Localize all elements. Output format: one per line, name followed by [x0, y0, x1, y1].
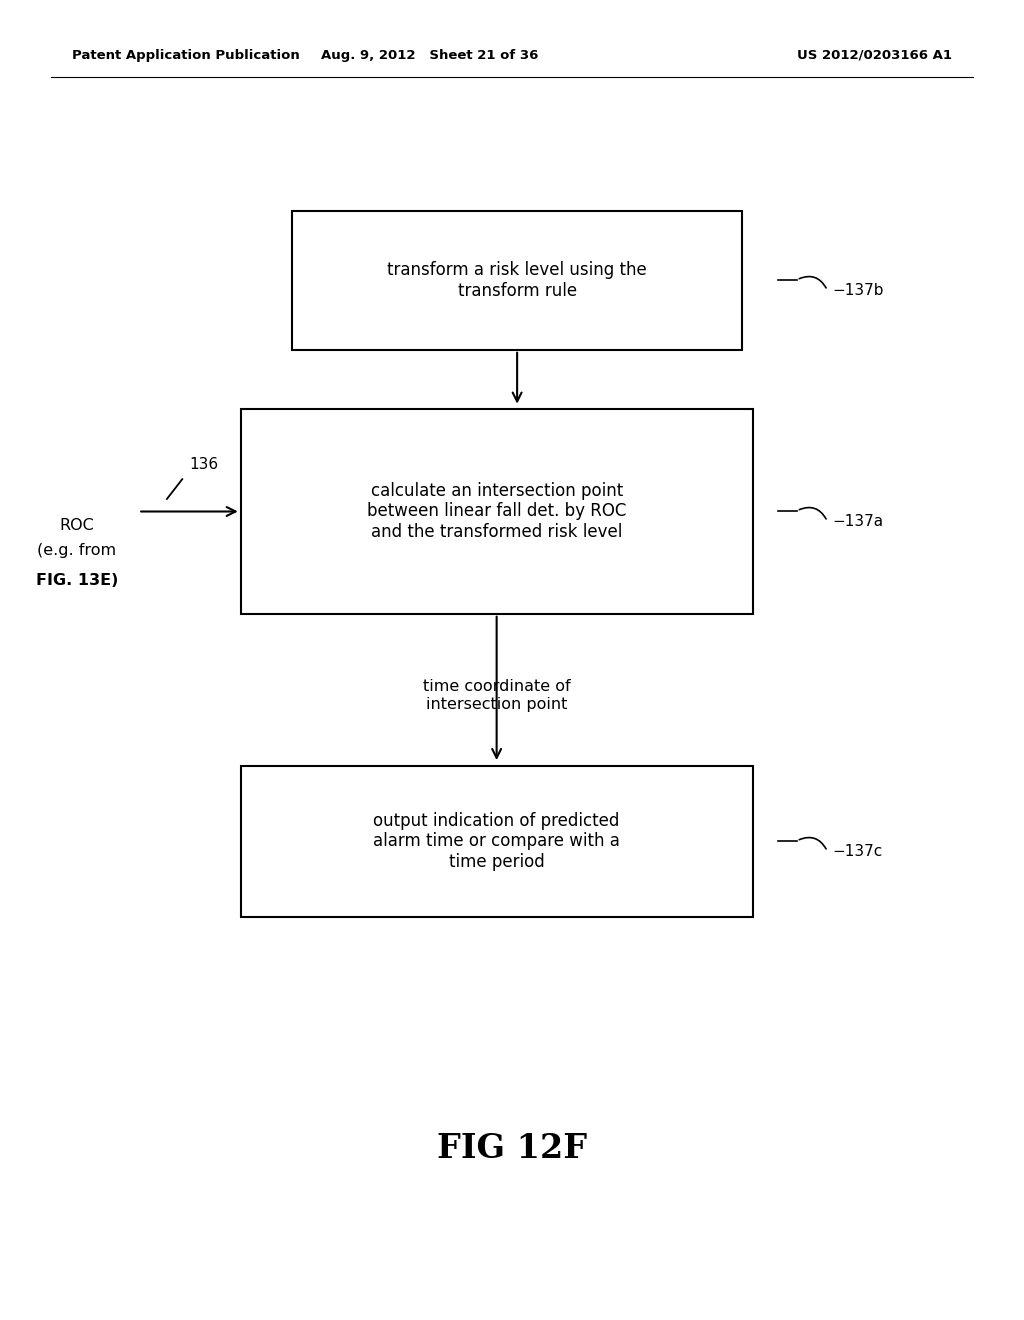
Bar — [292, 211, 742, 350]
Text: Patent Application Publication: Patent Application Publication — [72, 49, 299, 62]
Text: US 2012/0203166 A1: US 2012/0203166 A1 — [798, 49, 952, 62]
Text: −137b: −137b — [833, 282, 884, 298]
Text: output indication of predicted
alarm time or compare with a
time period: output indication of predicted alarm tim… — [373, 812, 621, 871]
Text: FIG 12F: FIG 12F — [437, 1133, 587, 1166]
Text: calculate an intersection point
between linear fall det. by ROC
and the transfor: calculate an intersection point between … — [367, 482, 627, 541]
Text: FIG. 13E): FIG. 13E) — [36, 573, 118, 589]
Text: transform a risk level using the
transform rule: transform a risk level using the transfo… — [387, 261, 647, 300]
Text: ROC: ROC — [59, 517, 94, 533]
Text: −137a: −137a — [833, 513, 884, 529]
Text: 136: 136 — [189, 457, 218, 473]
Bar — [241, 409, 753, 614]
Text: −137c: −137c — [833, 843, 883, 859]
Text: time coordinate of
intersection point: time coordinate of intersection point — [423, 680, 570, 711]
Text: Aug. 9, 2012   Sheet 21 of 36: Aug. 9, 2012 Sheet 21 of 36 — [322, 49, 539, 62]
Bar — [241, 766, 753, 917]
Text: (e.g. from: (e.g. from — [37, 543, 117, 558]
